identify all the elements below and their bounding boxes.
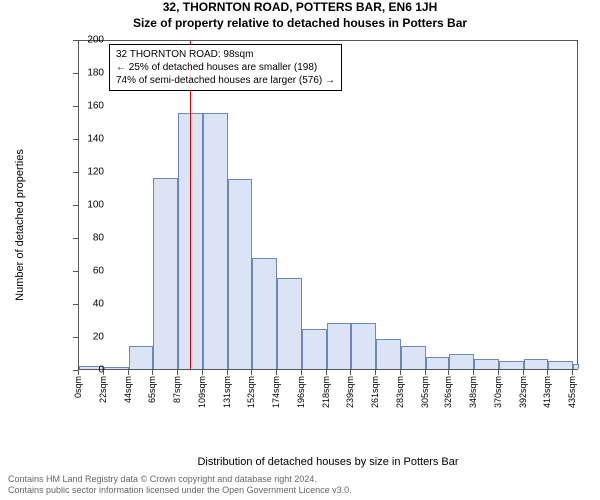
x-tick-label: 109sqm: [197, 376, 207, 408]
x-tick-label: 261sqm: [370, 376, 380, 408]
x-tick-label: 196sqm: [296, 376, 306, 408]
y-tick-mark: [73, 205, 78, 206]
x-tick-label: 152sqm: [246, 376, 256, 408]
x-tick-mark: [103, 370, 104, 375]
annotation-line-2: ← 25% of detached houses are smaller (19…: [116, 61, 335, 74]
histogram-bar: [474, 359, 499, 369]
y-tick-label: 140: [74, 134, 104, 145]
x-tick-mark: [202, 370, 203, 375]
page-subtitle: Size of property relative to detached ho…: [0, 16, 600, 30]
x-tick-label: 283sqm: [395, 376, 405, 408]
x-tick-mark: [152, 370, 153, 375]
x-tick-label: 305sqm: [420, 376, 430, 408]
footer-line-2: Contains public sector information licen…: [8, 485, 352, 496]
histogram-chart: Number of detached properties 32 THORNTO…: [48, 40, 578, 410]
x-tick-mark: [523, 370, 524, 375]
x-axis-label: Distribution of detached houses by size …: [78, 456, 578, 468]
x-tick-label: 348sqm: [468, 376, 478, 408]
y-tick-label: 160: [74, 101, 104, 112]
histogram-bar: [524, 359, 548, 369]
y-tick-mark: [73, 337, 78, 338]
x-tick-mark: [448, 370, 449, 375]
footer-line-1: Contains HM Land Registry data © Crown c…: [8, 474, 352, 485]
x-tick-label: 392sqm: [518, 376, 528, 408]
x-tick-mark: [350, 370, 351, 375]
x-tick-label: 218sqm: [321, 376, 331, 408]
histogram-bar: [302, 329, 327, 369]
histogram-bar: [252, 258, 277, 369]
y-tick-label: 120: [74, 167, 104, 178]
x-tick-mark: [177, 370, 178, 375]
histogram-bar: [153, 178, 178, 369]
x-tick-label: 87sqm: [172, 376, 182, 403]
annotation-line-1: 32 THORNTON ROAD: 98sqm: [116, 48, 335, 61]
y-tick-mark: [73, 139, 78, 140]
histogram-bar: [401, 346, 426, 369]
x-tick-mark: [128, 370, 129, 375]
histogram-bar: [548, 361, 573, 369]
histogram-bar: [277, 278, 302, 369]
y-tick-mark: [73, 73, 78, 74]
x-tick-label: 131sqm: [222, 376, 232, 408]
y-tick-label: 200: [74, 35, 104, 46]
x-tick-mark: [78, 370, 79, 375]
x-tick-mark: [400, 370, 401, 375]
histogram-bar: [499, 361, 524, 369]
x-tick-label: 326sqm: [443, 376, 453, 408]
annotation-box: 32 THORNTON ROAD: 98sqm← 25% of detached…: [109, 44, 342, 91]
histogram-bar: [129, 346, 153, 369]
x-tick-mark: [251, 370, 252, 375]
x-tick-mark: [276, 370, 277, 375]
histogram-bar: [449, 354, 474, 369]
x-tick-label: 239sqm: [345, 376, 355, 408]
y-tick-label: 40: [74, 299, 104, 310]
x-tick-mark: [326, 370, 327, 375]
annotation-line-3: 74% of semi-detached houses are larger (…: [116, 74, 335, 87]
histogram-bar: [376, 339, 401, 369]
x-tick-label: 65sqm: [147, 376, 157, 403]
plot-area: 32 THORNTON ROAD: 98sqm← 25% of detached…: [78, 40, 578, 370]
y-tick-mark: [73, 304, 78, 305]
x-tick-label: 413sqm: [542, 376, 552, 408]
x-tick-mark: [572, 370, 573, 375]
histogram-bar: [426, 357, 450, 369]
x-tick-label: 370sqm: [493, 376, 503, 408]
y-axis-label: Number of detached properties: [14, 149, 26, 301]
y-tick-mark: [73, 106, 78, 107]
y-tick-mark: [73, 172, 78, 173]
histogram-bar: [203, 113, 228, 369]
x-tick-label: 44sqm: [123, 376, 133, 403]
x-tick-mark: [473, 370, 474, 375]
y-tick-label: 20: [74, 332, 104, 343]
histogram-bar: [327, 323, 351, 369]
histogram-bar: [573, 364, 579, 369]
y-tick-label: 60: [74, 266, 104, 277]
y-tick-mark: [73, 40, 78, 41]
x-tick-mark: [498, 370, 499, 375]
histogram-bar: [104, 367, 129, 369]
histogram-bar: [351, 323, 376, 369]
x-tick-label: 435sqm: [567, 376, 577, 408]
x-tick-mark: [425, 370, 426, 375]
x-tick-label: 174sqm: [271, 376, 281, 408]
x-tick-mark: [375, 370, 376, 375]
y-tick-mark: [73, 238, 78, 239]
footer-attribution: Contains HM Land Registry data © Crown c…: [8, 474, 352, 497]
x-tick-mark: [301, 370, 302, 375]
x-tick-mark: [547, 370, 548, 375]
x-tick-label: 0sqm: [73, 376, 83, 398]
y-tick-label: 80: [74, 233, 104, 244]
x-tick-mark: [227, 370, 228, 375]
y-tick-label: 180: [74, 68, 104, 79]
y-tick-mark: [73, 271, 78, 272]
histogram-bar: [228, 179, 252, 369]
x-tick-label: 22sqm: [98, 376, 108, 403]
page-title: 32, THORNTON ROAD, POTTERS BAR, EN6 1JH: [0, 0, 600, 14]
y-tick-label: 100: [74, 200, 104, 211]
